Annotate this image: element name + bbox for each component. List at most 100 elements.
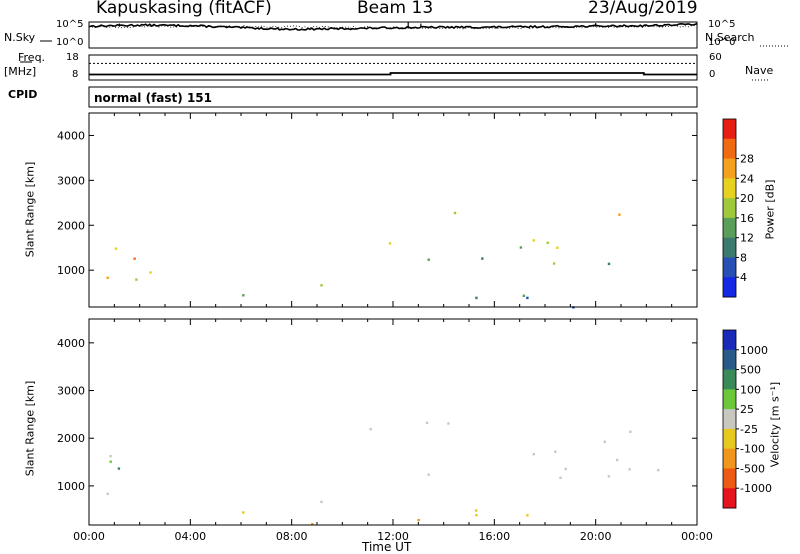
- colorbar-segment: [723, 217, 736, 239]
- time-axis-label: Time UT: [362, 540, 412, 554]
- colorbar-segment: [723, 369, 736, 390]
- scatter-cell: [532, 453, 535, 456]
- scatter-cell: [475, 509, 478, 512]
- colorbar-segment: [723, 138, 736, 160]
- scatter-cell: [616, 458, 619, 462]
- scatter-cell: [546, 241, 549, 244]
- colorbar-segment: [723, 119, 736, 140]
- scatter-cell: [475, 514, 478, 517]
- y-tick-label: 2000: [57, 219, 85, 232]
- velocity-ylabel: Slant Range [km]: [23, 380, 37, 477]
- colorbar-tick-label: -100: [740, 443, 765, 456]
- scatter-cell: [425, 421, 429, 425]
- colorbar-segment: [723, 349, 736, 371]
- nsearch-tick-low: 10^0: [708, 37, 736, 48]
- noise-panel-frame: [88, 21, 698, 49]
- scatter-cell: [106, 492, 109, 496]
- scatter-cell: [657, 468, 660, 472]
- scatter-cell: [311, 522, 314, 526]
- colorbar-tick-label: 25: [740, 403, 754, 416]
- colorbar-tick-label: 1000: [740, 344, 768, 357]
- x-tick-label: 04:00: [174, 530, 206, 543]
- y-tick-label: 3000: [57, 385, 85, 398]
- colorbar-segment: [723, 277, 736, 298]
- colorbar-frame: [722, 329, 737, 509]
- nsky-tick-low: 10^0: [56, 37, 84, 48]
- power-ylabel: Slant Range [km]: [23, 161, 37, 258]
- colorbar-tick-label: 4: [740, 271, 747, 284]
- scatter-cell: [242, 294, 245, 297]
- station-title: Kapuskasing (fitACF): [96, 0, 272, 18]
- scatter-cell: [453, 211, 457, 215]
- scatter-cell: [109, 460, 112, 463]
- scatter-cell: [447, 422, 450, 425]
- nsky-tick-high: 10^5: [56, 19, 84, 30]
- y-tick-label: 4000: [57, 337, 85, 350]
- x-tick-label: 16:00: [478, 530, 510, 543]
- nsky-label: N.Sky: [4, 31, 36, 44]
- scatter-cell: [552, 262, 556, 265]
- scatter-cell: [618, 213, 621, 216]
- velocity-colorbar-label: Velocity [m s⁻¹]: [768, 381, 782, 468]
- scatter-cell: [475, 296, 478, 300]
- scatter-cell: [526, 514, 529, 517]
- y-tick-label: 1000: [57, 480, 85, 493]
- cpid-panel-frame: [88, 86, 698, 108]
- scatter-cell: [556, 246, 559, 249]
- nsearch-label: N.Search: [705, 31, 755, 44]
- freq-unit: [MHz]: [4, 65, 37, 78]
- scatter-cell: [628, 468, 631, 471]
- scatter-cell: [242, 511, 245, 514]
- scatter-cell: [320, 500, 323, 504]
- freq-tick-high: 18: [66, 52, 79, 63]
- x-tick-label: 00:00: [681, 530, 713, 543]
- nave-tick-high: 60: [709, 52, 722, 63]
- power-panel: [106, 211, 621, 309]
- colorbar-tick-label: -500: [740, 462, 765, 475]
- colorbar-segment: [723, 428, 736, 450]
- scatter-cell: [564, 467, 567, 471]
- x-tick-label: 20:00: [580, 530, 612, 543]
- scatter-cell: [559, 476, 562, 479]
- power-panel-frame: [88, 112, 698, 308]
- colorbar-segment: [723, 389, 736, 410]
- beam-title: Beam 13: [357, 0, 434, 18]
- cpid-value: normal (fast) 151: [94, 91, 212, 105]
- scatter-cell: [532, 239, 535, 242]
- colorbar-segment: [723, 409, 736, 430]
- colorbar-segment: [723, 488, 736, 509]
- colorbar-segment: [723, 237, 736, 258]
- velocity-panel: [106, 421, 660, 526]
- scatter-cell: [106, 276, 109, 279]
- scatter-cell: [109, 455, 112, 458]
- y-tick-label: 3000: [57, 174, 85, 187]
- colorbar-tick-label: 8: [740, 251, 747, 264]
- colorbar-segment: [723, 468, 736, 489]
- scatter-cell: [526, 296, 529, 300]
- scatter-cell: [133, 257, 136, 260]
- scatter-cell: [519, 246, 523, 249]
- scatter-cell: [427, 473, 430, 476]
- scatter-cell: [554, 450, 557, 453]
- scatter-cell: [481, 257, 484, 260]
- scatter-cell: [369, 428, 372, 431]
- scatter-cell: [417, 518, 420, 522]
- nsearch-tick-high: 10^5: [708, 19, 736, 30]
- date-title: 23/Aug/2019: [588, 0, 698, 18]
- nave-tick-low: 0: [709, 69, 716, 80]
- colorbar-tick-label: 28: [740, 153, 754, 166]
- freq-label: Freq.: [18, 51, 46, 64]
- scatter-cell: [603, 440, 606, 443]
- colorbar-tick-label: 12: [740, 232, 754, 245]
- scatter-cell: [607, 262, 611, 266]
- colorbar-segment: [723, 158, 736, 179]
- cpid-label: CPID: [8, 88, 38, 101]
- y-tick-label: 2000: [57, 432, 85, 445]
- scatter-cell: [320, 284, 323, 287]
- scatter-cell: [427, 258, 430, 261]
- colorbar-tick-label: -25: [740, 423, 758, 436]
- colorbar-tick-label: -1000: [740, 482, 772, 495]
- colorbar-frame: [722, 118, 737, 298]
- colorbar-segment: [723, 198, 736, 219]
